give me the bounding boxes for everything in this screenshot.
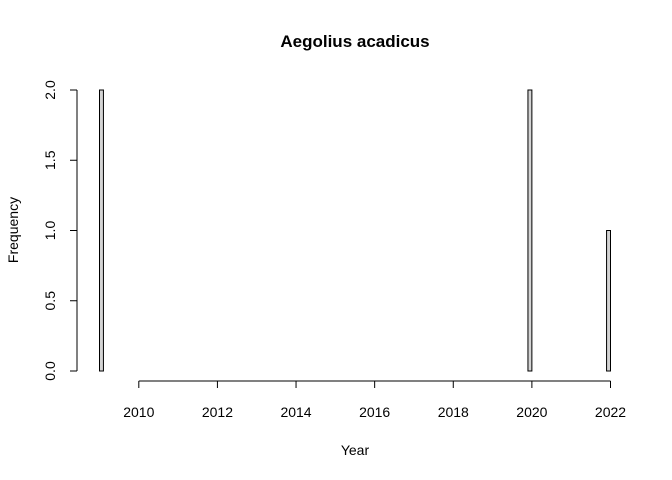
y-tick-label: 1.0 [42, 221, 58, 241]
x-axis: 2010 2012 2014 2016 2018 2020 2022 [123, 380, 626, 420]
chart-title: Aegolius acadicus [280, 32, 429, 51]
x-tick-label: 2016 [359, 404, 390, 420]
x-tick-label: 2022 [595, 404, 626, 420]
bars-group [99, 89, 612, 372]
y-axis: 0.0 0.5 1.0 1.5 2.0 [42, 80, 78, 381]
y-tick-label: 0.0 [42, 361, 58, 381]
y-tick-label: 1.5 [42, 150, 58, 170]
y-tick-label: 0.5 [42, 291, 58, 311]
histogram-bar [527, 89, 533, 372]
x-tick-label: 2014 [280, 404, 311, 420]
histogram-bar [606, 230, 612, 372]
histogram-bar [99, 89, 104, 372]
x-tick-label: 2018 [438, 404, 469, 420]
x-tick-label: 2020 [516, 404, 547, 420]
x-tick-label: 2010 [123, 404, 154, 420]
y-tick-label: 2.0 [42, 80, 58, 100]
y-axis-label: Frequency [5, 197, 21, 263]
x-tick-label: 2012 [202, 404, 233, 420]
x-axis-label: Year [341, 442, 370, 458]
